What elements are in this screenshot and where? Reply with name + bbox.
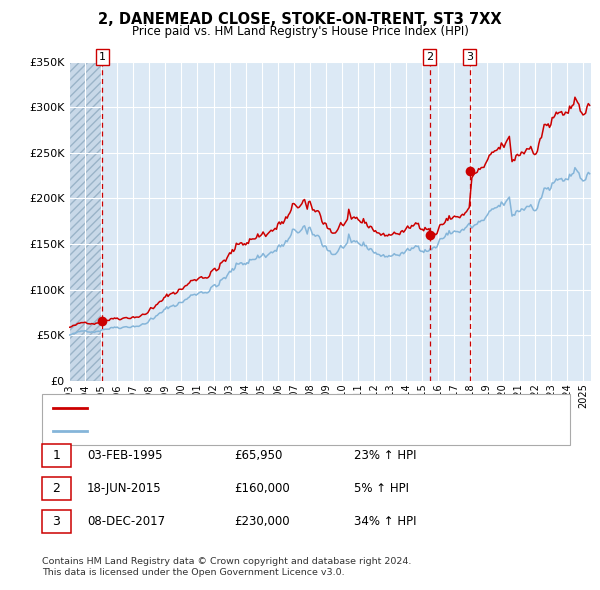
Text: 3: 3	[466, 52, 473, 62]
Text: Contains HM Land Registry data © Crown copyright and database right 2024.: Contains HM Land Registry data © Crown c…	[42, 558, 412, 566]
Bar	[69, 62, 103, 381]
Text: 23% ↑ HPI: 23% ↑ HPI	[354, 449, 416, 462]
Text: 18-JUN-2015: 18-JUN-2015	[87, 482, 161, 495]
Text: Price paid vs. HM Land Registry's House Price Index (HPI): Price paid vs. HM Land Registry's House …	[131, 25, 469, 38]
Text: 08-DEC-2017: 08-DEC-2017	[87, 515, 165, 528]
Text: HPI: Average price, detached house, Stoke-on-Trent: HPI: Average price, detached house, Stok…	[93, 426, 361, 436]
Text: £230,000: £230,000	[234, 515, 290, 528]
Bar	[69, 62, 103, 381]
Text: 2, DANEMEAD CLOSE, STOKE-ON-TRENT, ST3 7XX: 2, DANEMEAD CLOSE, STOKE-ON-TRENT, ST3 7…	[98, 12, 502, 27]
Text: 2: 2	[52, 482, 61, 495]
Text: 1: 1	[52, 449, 61, 462]
Text: This data is licensed under the Open Government Licence v3.0.: This data is licensed under the Open Gov…	[42, 568, 344, 577]
Text: 34% ↑ HPI: 34% ↑ HPI	[354, 515, 416, 528]
Text: £65,950: £65,950	[234, 449, 283, 462]
Text: 2: 2	[426, 52, 433, 62]
Text: 03-FEB-1995: 03-FEB-1995	[87, 449, 163, 462]
Text: £160,000: £160,000	[234, 482, 290, 495]
Text: 5% ↑ HPI: 5% ↑ HPI	[354, 482, 409, 495]
Text: 1: 1	[99, 52, 106, 62]
Text: 3: 3	[52, 515, 61, 528]
Text: 2, DANEMEAD CLOSE, STOKE-ON-TRENT, ST3 7XX (detached house): 2, DANEMEAD CLOSE, STOKE-ON-TRENT, ST3 7…	[93, 403, 446, 413]
